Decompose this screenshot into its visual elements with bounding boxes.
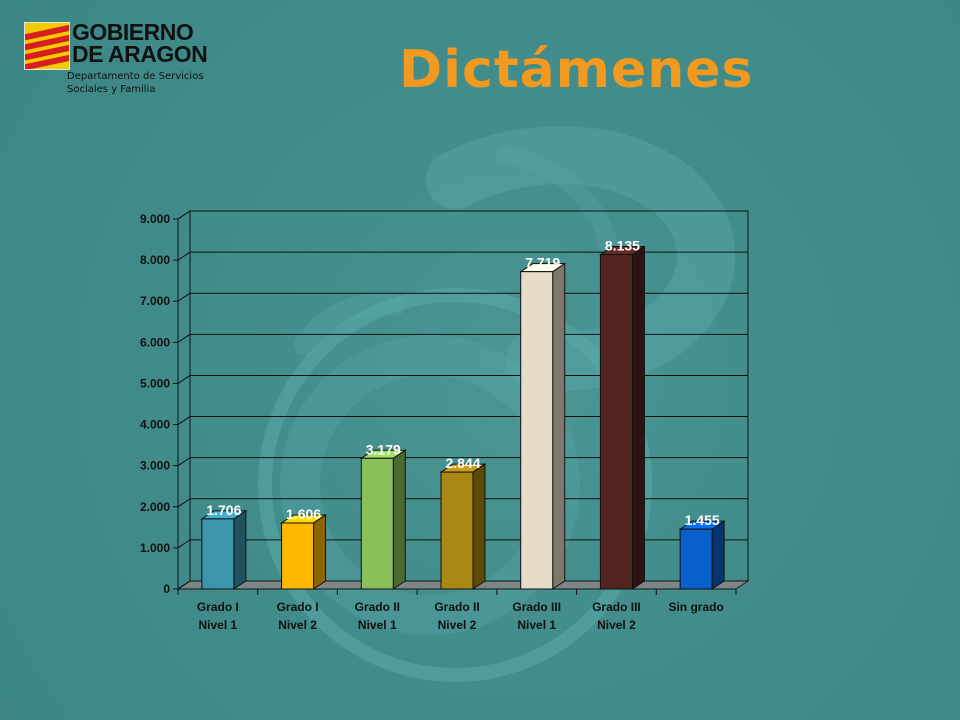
y-grid-diagonal — [177, 580, 191, 590]
y-tick-label: 0 — [163, 582, 170, 596]
x-tick-label: Grado III Nivel 2 — [592, 600, 641, 632]
x-tick-label-line: Nivel 2 — [597, 618, 636, 632]
y-grid-diagonal — [177, 251, 191, 261]
bar-side-face — [631, 245, 645, 590]
x-tick-label: Grado III Nivel 1 — [512, 600, 561, 632]
x-tick-label: Grado II Nivel 2 — [434, 600, 479, 632]
bar-side-face — [392, 449, 406, 590]
bar-data-label: 1.606 — [286, 506, 321, 522]
y-grid-diagonal — [177, 375, 191, 384]
y-tick-label: 4.000 — [140, 418, 170, 432]
plot-side-wall — [177, 210, 191, 590]
x-tick-label-line: Grado III — [512, 600, 561, 614]
x-tick-label-line: Grado II — [355, 600, 400, 614]
x-tick-label-line: Grado I — [277, 600, 319, 614]
y-tick-label: 3.000 — [140, 459, 170, 473]
y-grid-diagonal — [177, 292, 191, 302]
y-tick-label: 5.000 — [140, 376, 170, 390]
x-tick-label-line: Nivel 1 — [199, 618, 238, 632]
bar-side-face — [233, 509, 247, 590]
logo-subtitle-line-2: Sociales y Familia — [67, 84, 156, 95]
y-tick-label: 9.000 — [140, 212, 170, 226]
x-tick-label-line: Grado III — [592, 600, 641, 614]
bar-side-face — [711, 520, 725, 590]
bar-front-face — [440, 471, 474, 590]
bar-data-label: 3.179 — [366, 441, 401, 457]
y-tick-label: 7.000 — [140, 294, 170, 308]
page-title: Dictámenes — [399, 40, 754, 100]
y-tick-label: 1.000 — [140, 541, 170, 555]
x-tick-label-line: Grado II — [434, 600, 479, 614]
bar-chart: 0 1.000 2.000 3.000 4.000 5.000 6.000 7.000 8.00… — [140, 210, 750, 632]
bar-front-face — [679, 528, 713, 590]
logo-subtitle: Departamento de Servicios Sociales y Fam… — [67, 70, 204, 96]
x-tick-label-line: Nivel 1 — [358, 618, 397, 632]
bar-side-face — [552, 262, 566, 590]
bar-data-label: 7.719 — [525, 255, 560, 271]
bar-data-label: 1.706 — [206, 502, 241, 518]
bar-data-label: 2.844 — [445, 455, 480, 471]
gobierno-aragon-logo: GOBIERNO DE ARAGON Departamento de Servi… — [24, 19, 224, 102]
y-grid-diagonal — [177, 457, 191, 467]
bar-data-label: 8.135 — [605, 238, 640, 254]
logo-title: GOBIERNO DE ARAGON — [72, 19, 208, 67]
y-grid-diagonal — [177, 416, 191, 425]
bar-front-face — [599, 254, 633, 590]
x-tick-label-line: Nivel 1 — [517, 618, 556, 632]
x-tick-label-line: Nivel 2 — [438, 618, 477, 632]
y-grid-diagonal — [177, 498, 191, 508]
bar-side-face — [313, 514, 327, 590]
y-tick-label: 2.000 — [140, 500, 170, 514]
x-tick-label: Grado II Nivel 1 — [355, 600, 400, 632]
bar-side-face — [472, 463, 486, 590]
bar-data-label: 1.455 — [685, 512, 720, 528]
y-tick-label: 6.000 — [140, 335, 170, 349]
x-tick-label: Grado I Nivel 2 — [277, 600, 319, 632]
y-tick-label: 8.000 — [140, 253, 170, 267]
y-grid-diagonal — [177, 539, 191, 549]
bar-front-face — [360, 457, 394, 590]
logo-subtitle-line-1: Departamento de Servicios — [67, 71, 204, 82]
x-tick-label: Grado I Nivel 1 — [197, 600, 239, 632]
y-grid-diagonal — [177, 210, 191, 220]
x-tick-label-line: Nivel 2 — [278, 618, 317, 632]
bar-front-face — [281, 522, 315, 590]
y-grid-diagonal — [177, 333, 191, 343]
x-tick-label: Sin grado — [668, 600, 723, 614]
bar-front-face — [520, 271, 554, 590]
x-tick-label-line: Sin grado — [668, 600, 723, 614]
x-tick-label-line: Grado I — [197, 600, 239, 614]
aragon-flag-icon — [24, 22, 70, 70]
bar-front-face — [201, 518, 235, 590]
